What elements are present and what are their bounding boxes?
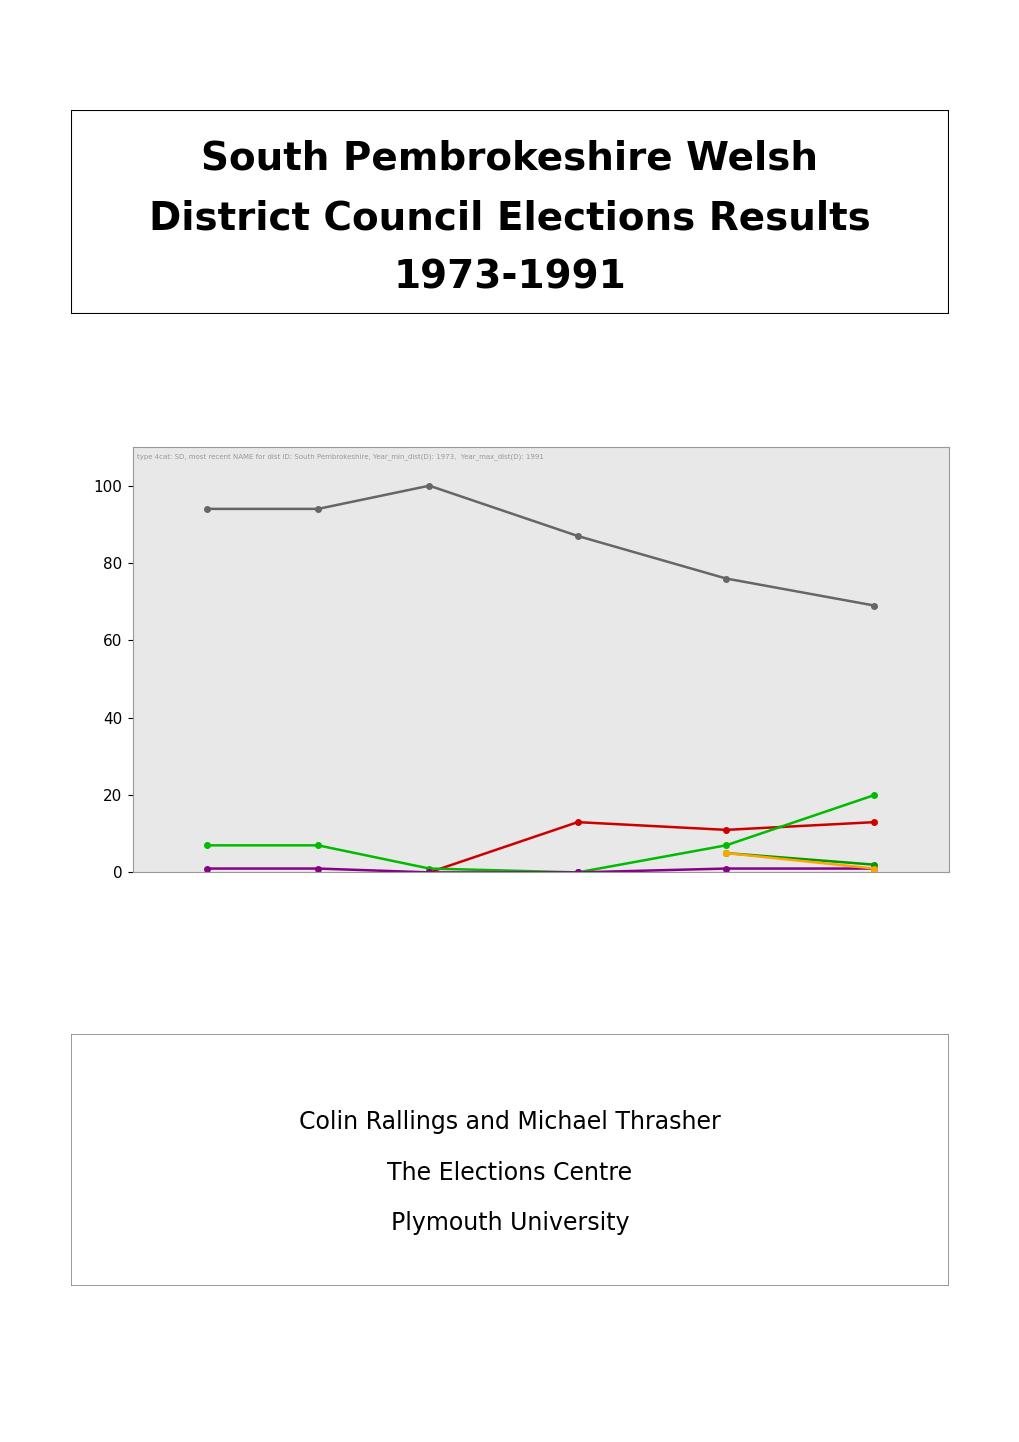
Independent: [312, 500, 324, 518]
Line: Labour: Labour: [426, 819, 876, 875]
Other: [571, 864, 583, 881]
Text: The Elections Centre: The Elections Centre: [387, 1161, 632, 1185]
Other: [312, 859, 324, 877]
Text: 1973-1991: 1973-1991: [393, 258, 626, 297]
Text: Colin Rallings and Michael Thrasher: Colin Rallings and Michael Thrasher: [299, 1110, 720, 1135]
Conservative: [719, 845, 732, 862]
Line: Independent: Independent: [204, 483, 876, 609]
Labour: [867, 813, 879, 831]
FancyBboxPatch shape: [71, 1034, 948, 1286]
Line: Other: Other: [204, 865, 876, 875]
Labour: [423, 864, 435, 881]
Line: PC: PC: [722, 851, 876, 871]
Independent: [201, 500, 213, 518]
Other: [201, 859, 213, 877]
Liberal: [867, 786, 879, 803]
Liberal: [312, 836, 324, 854]
Text: District Council Elections Results: District Council Elections Results: [149, 199, 870, 236]
Labour: [571, 813, 583, 831]
Independent: [867, 597, 879, 614]
Conservative: [867, 857, 879, 874]
Other: [719, 859, 732, 877]
Liberal: [719, 836, 732, 854]
Line: Liberal: Liberal: [204, 792, 876, 875]
Other: [423, 864, 435, 881]
Text: Plymouth University: Plymouth University: [390, 1211, 629, 1236]
Independent: [571, 528, 583, 545]
PC: [867, 859, 879, 877]
Text: South Pembrokeshire Welsh: South Pembrokeshire Welsh: [202, 140, 817, 177]
Labour: [719, 820, 732, 838]
FancyBboxPatch shape: [71, 110, 948, 314]
Text: type 4cat: SD, most recent NAME for dist ID: South Pembrokeshire, Year_min_dist(: type 4cat: SD, most recent NAME for dist…: [137, 453, 543, 460]
Line: Conservative: Conservative: [722, 851, 876, 868]
Liberal: [201, 836, 213, 854]
Liberal: [423, 859, 435, 877]
Other: [867, 859, 879, 877]
Independent: [719, 570, 732, 587]
Independent: [423, 477, 435, 495]
PC: [719, 845, 732, 862]
Liberal: [571, 864, 583, 881]
